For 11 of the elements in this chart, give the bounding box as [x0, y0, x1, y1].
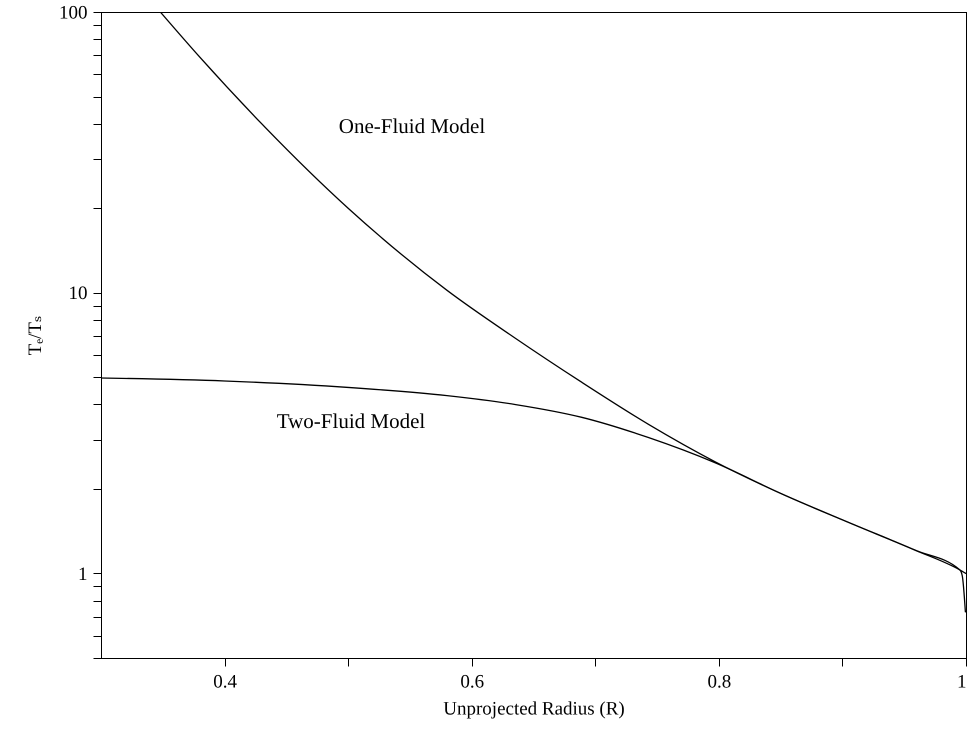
annotation: Two-Fluid Model — [276, 409, 426, 433]
x-axis-title: Unprojected Radius (R) — [443, 698, 625, 720]
x-tick-label: 0.4 — [213, 672, 238, 692]
x-tick-label: 0.6 — [460, 672, 484, 692]
y-tick-label: 100 — [59, 2, 88, 24]
annotation: One-Fluid Model — [338, 114, 486, 138]
y-tick-label: 1 — [78, 564, 88, 585]
y-tick-label: 10 — [68, 283, 88, 304]
x-tick-label: 1 — [957, 672, 966, 692]
y-axis-title: Tₑ/Tₛ — [25, 316, 46, 356]
x-tick-label: 0.8 — [707, 672, 732, 692]
